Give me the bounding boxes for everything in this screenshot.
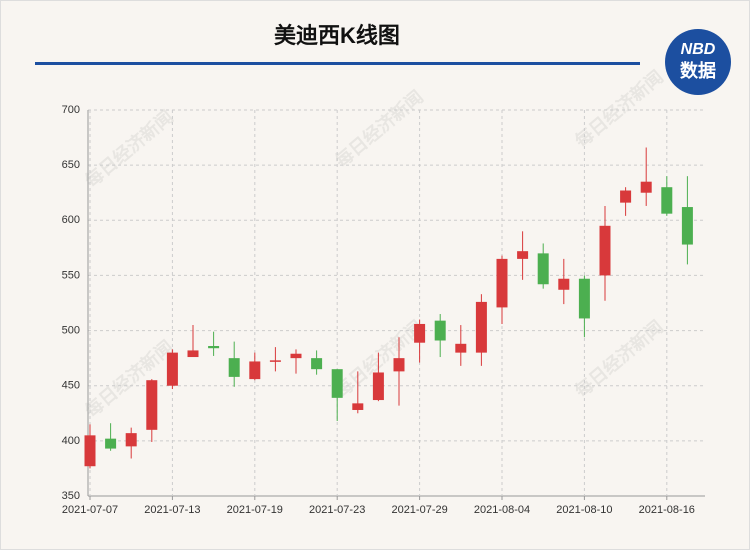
candle-body xyxy=(249,361,261,380)
y-tick-label: 650 xyxy=(62,159,80,171)
y-tick-label: 400 xyxy=(62,435,80,447)
y-tick-label: 550 xyxy=(62,269,80,281)
y-tick-label: 700 xyxy=(62,104,80,116)
candle-body xyxy=(414,323,426,343)
x-tick-label: 2021-07-29 xyxy=(391,504,447,516)
candle-body xyxy=(290,353,302,359)
candle-body xyxy=(352,403,364,410)
candle-body xyxy=(311,358,323,370)
candle-body xyxy=(166,352,178,386)
candle-body xyxy=(187,350,199,358)
candle-body xyxy=(125,433,137,447)
candle-body xyxy=(393,358,405,372)
x-tick-label: 2021-07-23 xyxy=(309,504,365,516)
candle-body xyxy=(681,207,693,245)
candle-body xyxy=(208,346,220,349)
candle-body xyxy=(84,435,96,467)
chart-title: 美迪西K线图 xyxy=(274,23,400,48)
candle-body xyxy=(640,181,652,193)
x-tick-label: 2021-07-13 xyxy=(144,504,200,516)
candle-body xyxy=(496,258,508,308)
y-tick-label: 350 xyxy=(62,490,80,502)
candle-body xyxy=(146,380,158,430)
candle-body xyxy=(228,358,240,377)
x-tick-label: 2021-07-07 xyxy=(62,504,118,516)
candle-body xyxy=(372,372,384,401)
candle-body xyxy=(475,301,487,353)
logo-text: NBD xyxy=(681,41,716,58)
x-tick-label: 2021-08-16 xyxy=(639,504,695,516)
candle-body xyxy=(599,225,611,276)
candle-body xyxy=(331,369,343,398)
candle-body xyxy=(661,187,673,214)
candle-body xyxy=(620,190,632,203)
candle-body xyxy=(578,278,590,319)
candle-body xyxy=(105,438,117,449)
candle-body xyxy=(537,253,549,285)
candle-body xyxy=(558,278,570,290)
title-rule xyxy=(35,62,640,65)
candle-body xyxy=(455,343,467,353)
y-tick-label: 600 xyxy=(62,214,80,226)
x-tick-label: 2021-08-10 xyxy=(556,504,612,516)
candle-body xyxy=(269,360,281,362)
candle-body xyxy=(434,320,446,341)
y-tick-label: 450 xyxy=(62,380,80,392)
logo xyxy=(665,29,731,95)
x-tick-label: 2021-08-04 xyxy=(474,504,530,516)
logo-text: 数据 xyxy=(680,60,716,81)
y-tick-label: 500 xyxy=(62,324,80,336)
candle-body xyxy=(517,251,529,259)
x-tick-label: 2021-07-19 xyxy=(227,504,283,516)
